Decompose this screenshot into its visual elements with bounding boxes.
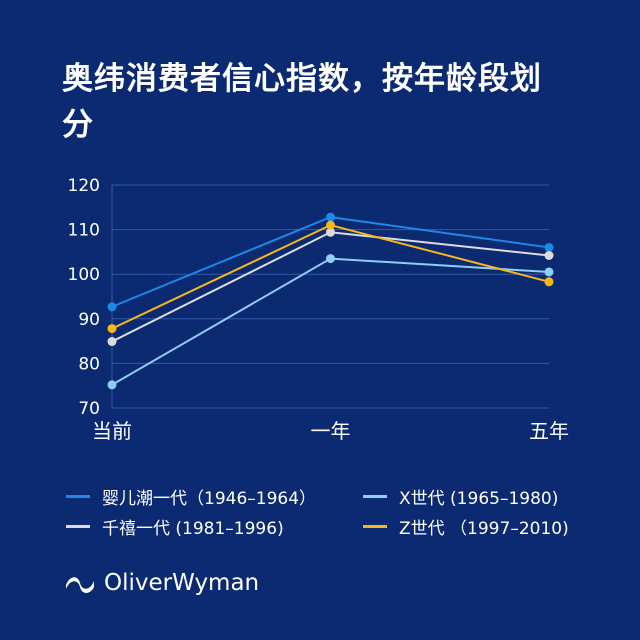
legend-label: 婴儿潮一代（1946–1964） — [102, 489, 317, 509]
brand-name: OliverWyman — [104, 570, 260, 596]
y-tick-label: 120 — [68, 176, 100, 196]
legend-item-millennials: 千禧一代 (1981–1996) — [66, 514, 284, 539]
data-point — [107, 337, 117, 347]
data-point — [107, 302, 117, 312]
data-point — [107, 324, 117, 334]
y-tick-label: 100 — [68, 265, 100, 285]
data-point — [326, 254, 335, 264]
x-tick-label: 五年 — [529, 419, 569, 443]
x-tick-label: 当前 — [92, 419, 132, 443]
legend-label: 千禧一代 (1981–1996) — [102, 519, 284, 539]
data-point — [326, 212, 335, 222]
brand-logo: OliverWyman — [64, 570, 259, 596]
data-point — [544, 277, 554, 287]
data-point — [544, 242, 554, 252]
series-line — [111, 231, 550, 343]
legend-item-boomers: 婴儿潮一代（1946–1964） — [66, 484, 316, 509]
legend-swatch — [363, 495, 387, 498]
legend-label: X世代 (1965–1980) — [399, 489, 559, 509]
legend-item-genz: Z世代 （1997–2010) — [363, 514, 569, 539]
legend-swatch — [363, 525, 387, 528]
data-point — [544, 250, 554, 260]
legend-swatch — [66, 525, 90, 528]
data-point — [107, 380, 117, 390]
legend-label: Z世代 （1997–2010) — [399, 519, 569, 539]
y-tick-label: 70 — [78, 399, 100, 419]
y-tick-label: 110 — [68, 221, 100, 241]
legend-swatch — [66, 495, 90, 498]
line-chart: 70 80 90 100 110 120 当前 一年 五年 — [68, 176, 569, 443]
x-tick-label: 一年 — [311, 419, 351, 443]
y-tick-label: 90 — [78, 310, 100, 330]
series-line — [111, 257, 550, 386]
legend-item-genx: X世代 (1965–1980) — [363, 484, 558, 509]
chart-title: 奥纬消费者信心指数，按年龄段划分 — [62, 61, 542, 143]
y-tick-label: 80 — [78, 354, 100, 374]
data-point — [326, 227, 335, 237]
series-line — [111, 224, 550, 330]
oliver-wyman-logo-icon — [66, 577, 94, 593]
data-point — [326, 220, 335, 230]
data-point — [544, 267, 554, 277]
